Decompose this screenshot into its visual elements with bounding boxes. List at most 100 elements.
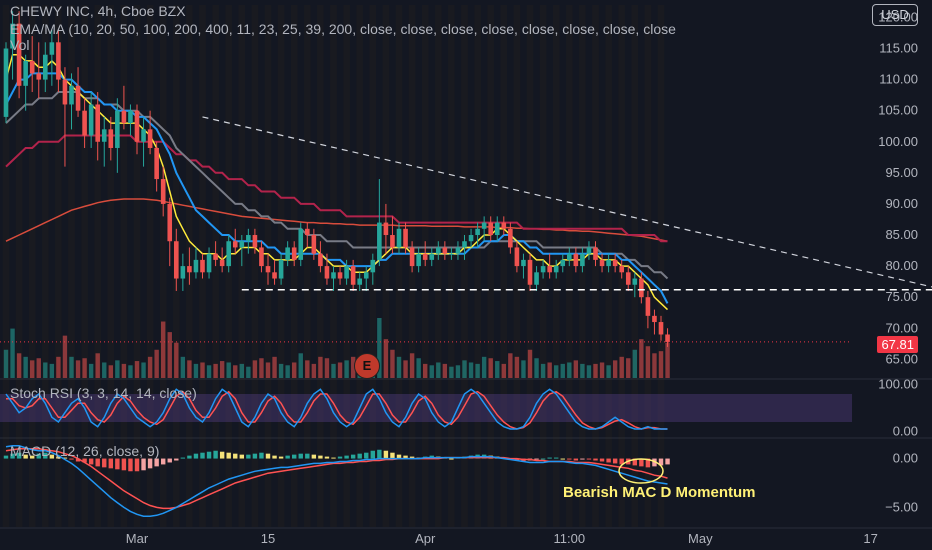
macd-histogram-bar: [311, 454, 317, 459]
candle-body: [331, 272, 336, 279]
macd-histogram-bar: [56, 456, 61, 459]
volume-bar: [285, 365, 290, 378]
volume-bar: [560, 363, 565, 378]
candle-body: [108, 129, 114, 148]
volume-bar: [501, 363, 506, 378]
macd-histogram-bar: [331, 457, 336, 459]
volume-bar: [475, 363, 480, 378]
macd-histogram-bar: [200, 452, 205, 459]
candle-body: [436, 247, 441, 254]
candle-body: [291, 247, 297, 260]
volume-bar: [318, 356, 323, 378]
stoch-tick-label: 0.00: [893, 423, 918, 438]
macd-histogram-bar: [554, 457, 559, 459]
candle-body: [95, 104, 100, 142]
earnings-marker[interactable]: E: [354, 353, 380, 379]
candle-body: [508, 228, 513, 248]
macd-histogram-bar: [239, 454, 244, 459]
candle-body: [422, 253, 428, 260]
macd-histogram-bar: [593, 458, 598, 461]
candle-body: [370, 259, 376, 273]
session-stripe: [448, 5, 455, 527]
price-tick-label: 110.00: [879, 72, 918, 87]
candle-body: [455, 247, 461, 254]
candle-body: [56, 42, 61, 80]
session-stripe: [500, 5, 508, 527]
candle-body: [442, 247, 448, 254]
candle-body: [147, 129, 153, 148]
volume-bar: [488, 358, 493, 378]
volume-bar: [527, 349, 533, 378]
candle-body: [246, 235, 251, 242]
volume-bar: [121, 363, 127, 378]
volume-bar: [108, 365, 113, 378]
candle-body: [429, 253, 435, 260]
currency-button[interactable]: USD: [872, 4, 918, 26]
candle-body: [252, 235, 258, 248]
macd-histogram-bar: [121, 458, 127, 471]
stoch-k-line: [5, 388, 668, 430]
candle-body: [501, 222, 507, 229]
time-tick-label: May: [688, 531, 713, 546]
price-tick-label: 80.00: [885, 258, 918, 273]
candle-body: [88, 104, 94, 136]
macd-histogram-bar: [580, 458, 585, 460]
macd-histogram-bar: [128, 458, 133, 472]
session-stripe: [159, 5, 167, 527]
stoch-rsi-legend[interactable]: Stoch RSI (3, 3, 14, 14, close): [10, 385, 197, 401]
candle-body: [298, 228, 304, 260]
volume-bar: [567, 362, 572, 378]
candle-body: [403, 228, 408, 248]
volume-bar: [429, 365, 434, 378]
macd-histogram-bar: [272, 455, 277, 459]
candle-body: [390, 235, 395, 248]
candle-body: [377, 222, 382, 260]
volume-bar: [416, 358, 421, 378]
session-stripe: [81, 5, 88, 527]
volume-bar: [324, 358, 330, 378]
macd-histogram-bar: [324, 456, 330, 459]
volume-bar: [95, 353, 100, 378]
volume-bar: [252, 360, 258, 378]
macd-histogram-bar: [252, 453, 258, 459]
candle-body: [311, 235, 317, 254]
macd-histogram-bar: [10, 453, 15, 459]
candle-body: [43, 54, 48, 80]
candle-body: [200, 259, 205, 273]
candle-body: [69, 85, 74, 105]
volume-bar: [442, 363, 448, 378]
macd-histogram-bar: [246, 454, 251, 459]
macd-histogram-bar: [632, 458, 637, 466]
volume-bar: [88, 363, 94, 378]
macd-histogram-bar: [226, 452, 231, 459]
macd-histogram-bar: [390, 452, 395, 459]
macd-histogram-bar: [174, 458, 179, 461]
volume-bar: [49, 363, 55, 378]
candle-body: [409, 247, 415, 267]
candle-body: [265, 266, 271, 273]
indicator-legend[interactable]: EMA/MA (10, 20, 50, 100, 200, 400, 11, 2…: [10, 21, 676, 37]
volume-bar: [239, 363, 244, 378]
macd-line: [5, 445, 668, 517]
candle-body: [593, 247, 598, 260]
volume-bar: [213, 363, 218, 378]
candle-body: [141, 129, 146, 142]
volume-bar: [580, 363, 585, 378]
macd-legend[interactable]: MACD (12, 26, close, 9): [10, 443, 160, 459]
candle-body: [586, 247, 592, 254]
price-tick-label: 75.00: [885, 289, 918, 304]
session-stripe: [657, 5, 665, 527]
price-tick-label: 115.00: [879, 41, 918, 56]
session-stripe: [461, 5, 468, 527]
session-stripe: [304, 5, 311, 527]
volume-bar: [521, 360, 526, 378]
volume-bar: [436, 362, 441, 378]
volume-bar: [390, 349, 395, 378]
candle-body: [29, 60, 35, 74]
stoch-tick-label: 100.00: [878, 377, 918, 392]
session-stripe: [28, 5, 36, 527]
volume-bar: [292, 362, 297, 378]
session-stripe: [487, 5, 494, 527]
volume-legend[interactable]: Vol: [10, 37, 30, 53]
